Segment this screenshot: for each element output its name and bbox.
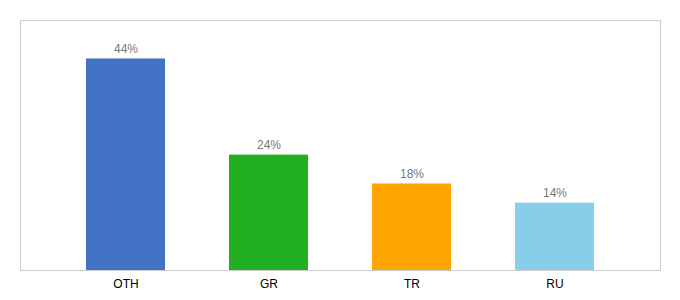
svg-text:14%: 14% [543, 186, 567, 200]
svg-text:18%: 18% [400, 167, 424, 181]
svg-text:TR: TR [404, 277, 420, 291]
svg-text:GR: GR [260, 277, 278, 291]
svg-text:OTH: OTH [113, 277, 138, 291]
svg-text:24%: 24% [257, 138, 281, 152]
svg-text:RU: RU [546, 277, 563, 291]
svg-text:44%: 44% [114, 42, 138, 56]
